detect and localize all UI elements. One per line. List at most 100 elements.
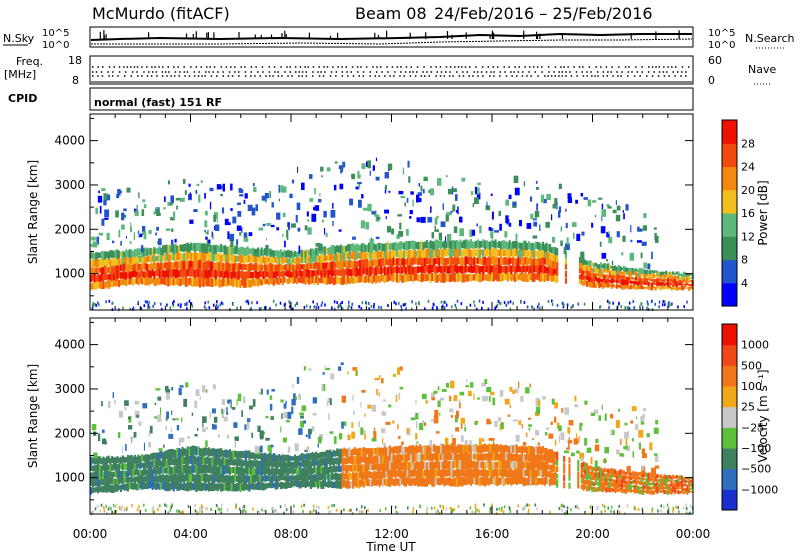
power-scatter-mark — [565, 208, 567, 212]
power-echo-mark — [464, 247, 467, 256]
power-echo-mark — [287, 269, 290, 278]
power-echo-mark — [308, 262, 311, 270]
velocity-echo-mark — [197, 481, 200, 491]
velocity-echo-mark — [220, 465, 223, 474]
power-echo-mark — [607, 277, 610, 285]
velocity-echo-mark — [622, 484, 626, 488]
power-scatter-mark — [216, 219, 218, 223]
power-scatter-mark — [474, 186, 477, 195]
power-echo-mark — [234, 271, 237, 279]
velocity-scatter-mark — [561, 408, 564, 413]
power-echo-mark — [684, 272, 687, 277]
velocity-echo-mark — [301, 468, 304, 473]
power-echo-mark — [295, 270, 298, 278]
velocity-echo-mark — [476, 445, 480, 453]
velocity-echo-mark — [587, 480, 590, 487]
power-speckle-mark — [599, 305, 601, 309]
velocity-echo-mark — [485, 444, 488, 452]
velocity-echo-mark — [498, 469, 501, 477]
velocity-echo-mark — [491, 462, 494, 471]
power-scatter-mark — [611, 260, 614, 265]
velocity-scatter-mark — [129, 436, 134, 439]
power-speckle-mark — [336, 301, 338, 304]
power-scatter-mark — [526, 223, 532, 229]
velocity-echo-mark — [362, 455, 365, 463]
power-echo-mark — [188, 260, 191, 270]
velocity-echo-mark — [499, 467, 502, 477]
power-ylabel: Slant Range [km] — [26, 160, 40, 264]
power-echo-mark — [420, 272, 423, 283]
power-echo-mark — [248, 255, 251, 262]
power-echo-mark — [330, 245, 334, 254]
velocity-echo-mark — [631, 485, 634, 488]
velocity-echo-mark — [647, 472, 650, 478]
power-echo-mark — [512, 249, 515, 258]
power-echo-mark — [422, 265, 425, 273]
power-echo-mark — [489, 273, 492, 281]
power-echo-mark — [332, 277, 335, 286]
velocity-echo-mark — [445, 461, 448, 469]
power-echo-mark — [427, 248, 430, 257]
velocity-speckle-mark — [603, 505, 606, 509]
power-echo-mark — [505, 248, 508, 257]
velocity-echo-mark — [125, 483, 128, 491]
velocity-scatter-mark — [507, 414, 511, 417]
velocity-echo-mark — [297, 480, 300, 488]
velocity-echo-mark — [158, 474, 161, 483]
power-speckle-mark — [190, 302, 193, 306]
power-echo-mark — [90, 260, 93, 268]
velocity-echo-mark — [322, 451, 325, 458]
power-scatter-mark — [565, 222, 568, 229]
power-echo-mark — [348, 244, 351, 253]
power-echo-mark — [640, 278, 643, 283]
velocity-echo-mark — [626, 482, 629, 488]
power-echo-mark — [489, 265, 492, 275]
power-echo-mark — [116, 264, 119, 273]
power-echo-mark — [118, 265, 121, 274]
power-echo-mark — [533, 249, 536, 259]
velocity-scatter-mark — [281, 413, 283, 419]
velocity-echo-mark — [663, 479, 666, 484]
velocity-echo-mark — [255, 453, 258, 459]
power-echo-mark — [640, 268, 643, 274]
power-echo-mark — [225, 270, 228, 278]
power-echo-mark — [392, 249, 395, 258]
velocity-echo-mark — [329, 480, 332, 488]
power-echo-mark — [327, 253, 330, 262]
velocity-echo-mark — [218, 467, 221, 475]
velocity-speckle-mark — [194, 504, 196, 508]
power-echo-mark — [114, 249, 117, 257]
power-echo-mark — [614, 274, 617, 280]
velocity-echo-mark — [491, 444, 494, 453]
power-scatter-mark — [575, 199, 578, 204]
velocity-echo-mark — [334, 465, 337, 472]
velocity-echo-mark — [680, 489, 684, 494]
velocity-echo-mark — [612, 468, 615, 474]
power-echo-mark — [473, 256, 476, 266]
power-echo-mark — [294, 250, 297, 257]
velocity-echo-mark — [207, 465, 210, 474]
power-echo-mark — [348, 268, 351, 276]
velocity-echo-mark — [355, 448, 358, 456]
power-echo-mark — [355, 261, 358, 268]
velocity-echo-mark — [311, 452, 314, 459]
velocity-echo-mark — [329, 464, 332, 473]
velocity-echo-mark — [199, 482, 202, 492]
velocity-echo-mark — [494, 444, 497, 453]
power-echo-mark — [366, 276, 369, 283]
power-echo-mark — [596, 273, 599, 277]
power-echo-mark — [364, 252, 367, 260]
velocity-echo-mark — [621, 482, 624, 489]
velocity-echo-mark — [111, 476, 114, 485]
power-echo-mark — [192, 277, 195, 287]
velocity-scatter-mark — [486, 418, 491, 425]
power-echo-mark — [262, 278, 265, 285]
power-echo-mark — [246, 246, 249, 255]
power-scatter-mark — [374, 214, 379, 217]
velocity-echo-mark — [195, 463, 198, 475]
power-echo-mark — [297, 270, 300, 277]
velocity-speckle-mark — [309, 510, 311, 514]
power-scatter-mark — [566, 237, 569, 245]
power-echo-mark — [688, 280, 691, 283]
power-scatter-mark — [409, 210, 413, 215]
